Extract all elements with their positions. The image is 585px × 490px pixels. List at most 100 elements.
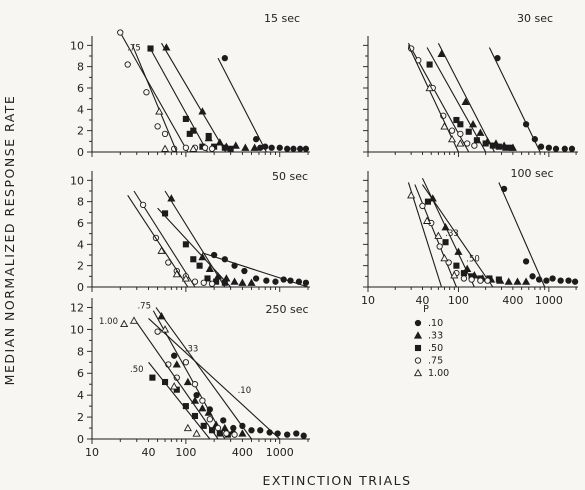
data-point [191,278,199,285]
data-point [565,277,572,284]
x-tick-label: 10 [361,294,375,307]
data-point [198,107,207,115]
data-point [201,144,209,151]
panel-1: 0 2 4 6 8 10 15 sec .75 [70,12,310,159]
data-point [182,403,189,410]
data-point [172,269,181,278]
data-point [513,277,522,285]
data-point [571,278,579,285]
data-point [220,417,227,424]
data-point [426,61,433,68]
annotation-label: .10 [238,386,252,396]
data-point [139,201,147,209]
data-point [266,429,273,436]
data-point [302,279,310,286]
data-point [221,144,228,151]
data-point [302,145,310,152]
fit-line [407,45,459,153]
data-point [223,430,230,437]
data-point [191,381,199,388]
series-p10 [498,182,579,288]
y-tick-label: 10 [70,39,84,52]
data-point [537,143,545,150]
data-point [461,97,470,105]
annotation-label: .50 [466,254,480,264]
data-point [476,128,485,136]
data-point [440,122,449,130]
data-point [143,89,150,96]
data-point [149,374,156,381]
data-point [441,223,450,231]
data-point [190,127,197,134]
x-tick-label: 10 [85,446,99,459]
y-tick-label: 0 [77,146,84,159]
data-point [181,274,190,282]
data-point [504,277,513,285]
data-point [468,276,475,283]
x-tick-label: 1000 [535,294,563,307]
fit-line [155,307,252,440]
data-point [215,138,224,146]
series-1p00 [407,45,465,153]
data-point [531,136,539,143]
x-tick-label: 100 [448,294,469,307]
y-axis-title: MEDIAN NORMALIZED RESPONSE RATE [2,95,17,386]
data-point [221,54,228,62]
data-point [231,262,238,269]
y-tick-label: 0 [77,281,84,294]
panel-title: 15 sec [264,12,300,25]
series-p50 [426,47,514,153]
data-point [482,140,489,147]
data-point [189,144,198,152]
data-point [120,319,129,328]
data-point [262,143,269,150]
data-point [191,412,199,420]
data-point [238,429,247,437]
data-point [208,280,216,287]
data-point [182,241,189,248]
y-tick-label: 6 [77,367,84,380]
legend-marker [413,331,423,339]
data-point [161,210,169,217]
data-point [200,422,207,429]
data-point [161,130,169,138]
data-point [436,243,443,250]
data-point [434,231,443,239]
panel-title: 250 sec [265,303,308,316]
data-point [129,316,139,324]
data-point [484,277,491,284]
data-point [204,275,211,282]
data-point [280,276,287,283]
x-tick-label: 100 [175,446,196,459]
series-p33 [161,42,259,153]
data-point [456,139,465,147]
data-point [230,277,239,285]
data-point [200,279,207,286]
data-point [522,277,531,285]
fit-line [407,182,443,288]
data-point [561,145,568,152]
data-point [155,107,164,115]
series-p50 [421,184,502,288]
fit-line [148,45,208,153]
data-point [454,247,463,255]
data-point [545,144,553,151]
data-point [221,279,228,286]
data-point [221,256,228,263]
fit-line [217,57,267,153]
data-point [465,128,472,135]
data-point [424,198,431,205]
data-point [284,145,291,152]
data-point [290,145,297,152]
y-tick-label: 6 [77,217,84,230]
panel-title: 100 sec [510,167,553,180]
annotation-label: .33 [445,229,459,239]
x-tick-label: 40 [415,294,429,307]
data-point [182,144,190,151]
data-point [419,202,426,210]
y-tick-label: 4 [77,238,84,251]
data-point [453,262,460,269]
data-point [198,404,207,412]
data-point [507,144,514,151]
annotation-label: .75 [127,44,141,54]
